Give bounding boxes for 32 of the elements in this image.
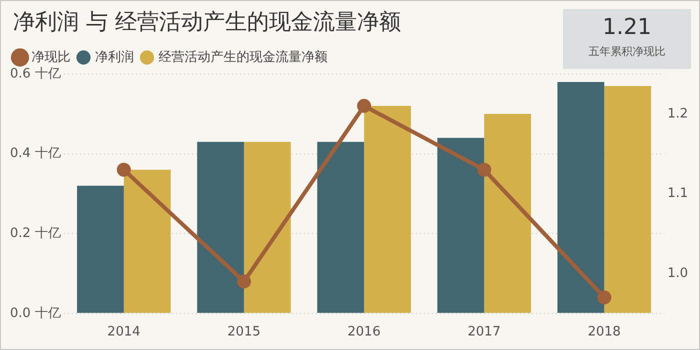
x-tick-label: 2015 bbox=[227, 324, 261, 340]
summary-card: 1.21 五年累积净现比 bbox=[563, 9, 691, 69]
bar bbox=[244, 142, 291, 313]
legend-label: 净现比 bbox=[32, 50, 70, 65]
bar bbox=[484, 114, 532, 313]
x-tick-label: 2016 bbox=[348, 324, 381, 340]
y2-tick-label: 1.2 bbox=[667, 106, 688, 122]
bar bbox=[124, 170, 171, 313]
bar bbox=[604, 86, 652, 313]
bar bbox=[437, 138, 484, 313]
point bbox=[477, 162, 492, 177]
legend-label: 经营活动产生的现金流量净额 bbox=[158, 48, 328, 65]
legend-label: 净利润 bbox=[95, 50, 134, 65]
bar bbox=[364, 106, 411, 313]
y2-tick-label: 1.1 bbox=[667, 186, 688, 202]
bar bbox=[197, 142, 244, 313]
point bbox=[116, 162, 131, 177]
bar bbox=[557, 82, 604, 313]
y-tick-label: 0.4 十亿 bbox=[10, 146, 61, 162]
x-tick-label: 2018 bbox=[588, 324, 621, 340]
bar bbox=[77, 186, 124, 313]
bar bbox=[317, 142, 364, 313]
point bbox=[597, 290, 612, 304]
y-tick-label: 0.0 十亿 bbox=[10, 306, 61, 321]
y-tick-label: 0.6 十亿 bbox=[10, 66, 61, 82]
y2-tick-label: 1.0 bbox=[667, 266, 688, 281]
chart-title: 净利润 与 经营活动产生的现金流量净额 bbox=[13, 9, 401, 37]
x-tick-label: 2017 bbox=[468, 324, 501, 340]
y-tick-label: 0.2 十亿 bbox=[10, 226, 61, 241]
x-tick-label: 2014 bbox=[107, 324, 140, 340]
point bbox=[236, 274, 251, 288]
point bbox=[357, 98, 372, 113]
